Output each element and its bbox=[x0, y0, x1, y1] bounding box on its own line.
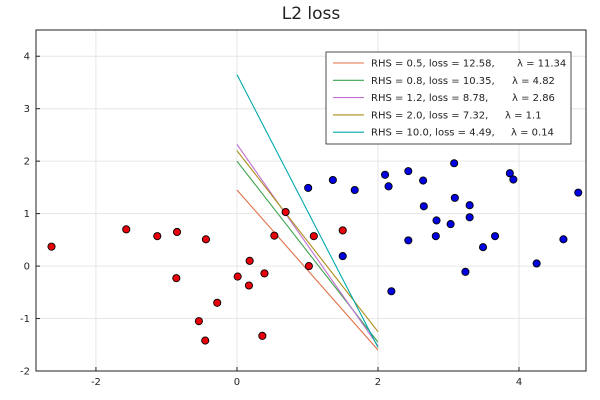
legend-lambda-2: λ = 4.82 bbox=[512, 76, 555, 87]
red-point bbox=[201, 336, 210, 345]
blue-point bbox=[380, 170, 390, 179]
blue-point bbox=[450, 193, 459, 202]
data-points bbox=[47, 159, 583, 345]
blue-point bbox=[404, 236, 413, 245]
blue-point bbox=[446, 220, 455, 229]
blue-point bbox=[461, 267, 470, 276]
legend-box bbox=[325, 51, 572, 145]
x-tick-label: 4 bbox=[516, 377, 522, 388]
legend-lambda-1: λ = 11.34 bbox=[517, 59, 566, 70]
red-point bbox=[244, 281, 253, 290]
decision-lines bbox=[236, 74, 379, 351]
series-line-1 bbox=[236, 189, 379, 351]
blue-point bbox=[384, 182, 393, 191]
red-point bbox=[201, 235, 210, 244]
red-point bbox=[258, 331, 267, 340]
red-point bbox=[153, 232, 162, 241]
blue-point bbox=[465, 201, 474, 210]
plot-frame bbox=[35, 29, 587, 372]
blue-point bbox=[419, 176, 428, 185]
red-point bbox=[47, 242, 56, 251]
legend-label-4: RHS = 2.0, loss = 7.32, bbox=[371, 110, 488, 121]
blue-point bbox=[431, 232, 440, 241]
y-tick-label: 2 bbox=[24, 157, 30, 168]
series-line-4 bbox=[236, 150, 379, 332]
blue-point bbox=[479, 243, 488, 252]
blue-point bbox=[338, 252, 347, 261]
red-point bbox=[172, 274, 181, 283]
series-line-5 bbox=[236, 74, 379, 348]
blue-point bbox=[490, 232, 500, 241]
blue-point bbox=[532, 259, 541, 268]
red-point bbox=[233, 272, 242, 281]
axis-ticks: -2 0 2 4 -2 -1 0 1 2 3 4 bbox=[20, 52, 522, 388]
blue-point bbox=[505, 169, 514, 178]
y-tick-label: 1 bbox=[24, 209, 30, 220]
x-tick-label: -2 bbox=[91, 377, 101, 388]
red-point bbox=[270, 231, 279, 240]
blue-point bbox=[419, 202, 428, 211]
legend-label-2: RHS = 0.8, loss = 10.35, bbox=[371, 76, 495, 87]
legend-label-3: RHS = 1.2, loss = 8.78, bbox=[371, 93, 488, 104]
x-tick-label: 2 bbox=[375, 377, 381, 388]
blue-point bbox=[387, 287, 396, 296]
y-tick-label: 0 bbox=[24, 262, 30, 273]
blue-point bbox=[574, 188, 583, 197]
blue-point bbox=[432, 216, 441, 225]
red-point bbox=[122, 225, 131, 234]
legend-lambda-5: λ = 0.14 bbox=[511, 128, 554, 139]
legend-label-1: RHS = 0.5, loss = 12.58, bbox=[371, 59, 495, 70]
legend-label-5: RHS = 10.0, loss = 4.49, bbox=[371, 128, 495, 139]
red-point bbox=[260, 269, 269, 278]
legend-lambda-3: λ = 2.86 bbox=[512, 93, 555, 104]
y-tick-label: -1 bbox=[20, 314, 30, 325]
red-point bbox=[213, 298, 222, 307]
y-tick-label: 4 bbox=[24, 52, 30, 63]
red-point bbox=[338, 226, 347, 235]
blue-point bbox=[450, 159, 459, 168]
red-point bbox=[309, 232, 318, 241]
chart-title: L2 loss bbox=[282, 4, 341, 24]
y-tick-label: 3 bbox=[24, 104, 30, 115]
blue-point bbox=[465, 213, 474, 222]
blue-point bbox=[304, 183, 313, 192]
legend-lambda-4: λ = 1.1 bbox=[505, 110, 542, 121]
red-point bbox=[304, 262, 313, 271]
blue-point bbox=[350, 185, 359, 195]
red-point bbox=[281, 207, 290, 217]
legend: RHS = 0.5, loss = 12.58, λ = 11.34 RHS = 0… bbox=[325, 51, 572, 145]
blue-point bbox=[404, 167, 413, 176]
x-tick-label: 0 bbox=[234, 377, 240, 388]
red-point bbox=[245, 256, 254, 265]
blue-point bbox=[328, 175, 337, 185]
blue-point bbox=[559, 235, 568, 244]
red-point bbox=[194, 317, 203, 326]
y-tick-label: -2 bbox=[20, 367, 30, 378]
blue-point bbox=[509, 175, 518, 184]
series-line-3 bbox=[236, 144, 379, 347]
red-point bbox=[172, 227, 182, 237]
